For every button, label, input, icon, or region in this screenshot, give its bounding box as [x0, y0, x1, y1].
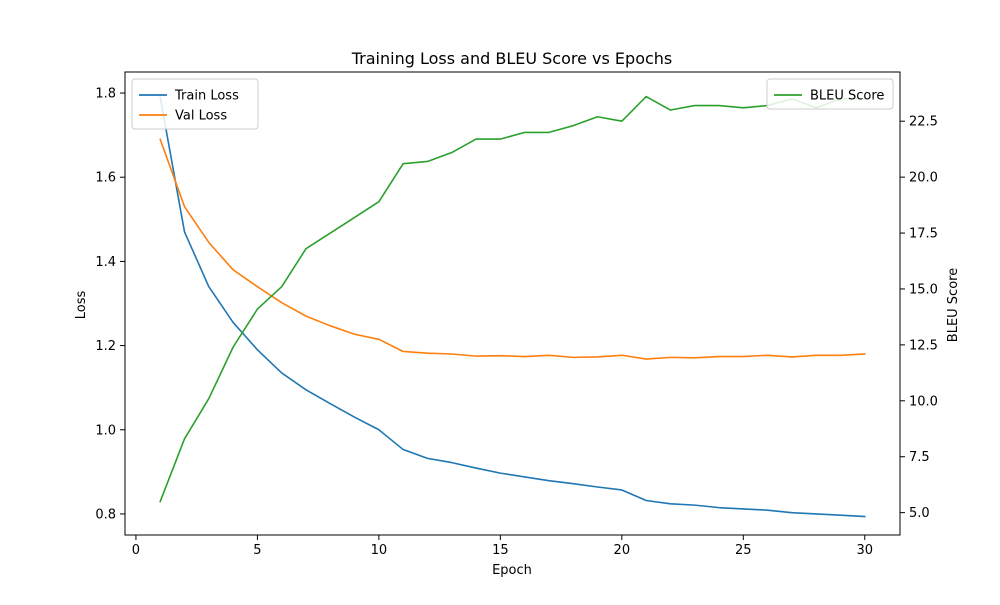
x-tick-label: 30	[856, 543, 873, 558]
series-layer	[159, 95, 866, 518]
legend-box	[766, 78, 894, 110]
x-tick-label: 5	[253, 543, 261, 558]
legend-label: Train Loss	[174, 89, 239, 104]
x-axis-label: Epoch	[492, 563, 532, 578]
y-tick-label-right: 22.5	[909, 115, 938, 130]
x-tick-label: 25	[735, 543, 752, 558]
x-tick-label: 0	[132, 543, 140, 558]
y-tick-label-left: 1.0	[95, 423, 116, 438]
plot-frame	[124, 71, 901, 536]
y-tick-label-right: 17.5	[909, 227, 938, 242]
y-tick-label-right: 10.0	[909, 394, 938, 409]
chart-title: Training Loss and BLEU Score vs Epochs	[351, 49, 673, 68]
y-tick-label-right: 5.0	[909, 506, 930, 521]
y-tick-label-left: 1.8	[95, 87, 116, 102]
legend-left: Train Loss Val Loss	[131, 78, 259, 130]
y-tick-label-right: 20.0	[909, 171, 938, 186]
series-line-bleu-score	[159, 95, 866, 503]
legend-box	[131, 78, 259, 130]
y-tick-label-left: 1.4	[95, 255, 116, 270]
plot-area	[125, 72, 900, 535]
y-tick-label-right: 7.5	[909, 450, 930, 465]
y-tick-label-left: 1.6	[95, 171, 116, 186]
series-line-val-loss	[159, 138, 866, 360]
x-tick-label: 15	[492, 543, 509, 558]
x-tick-label: 10	[371, 543, 388, 558]
y-tick-label-left: 1.2	[95, 339, 116, 354]
series-line-train-loss	[159, 96, 866, 518]
y-tick-label-left: 0.8	[95, 507, 116, 522]
legend-label: Val Loss	[175, 109, 227, 124]
y-tick-label-right: 12.5	[909, 338, 938, 353]
axes-layer: 0 5 10 15 20 25 30 0.8 1.0 1.2 1.4 1.6 1.8 5.0 7.5 10.0…	[95, 71, 938, 558]
legend-label: BLEU Score	[810, 89, 884, 104]
legend-right: BLEU Score	[766, 78, 894, 110]
y-tick-label-right: 15.0	[909, 282, 938, 297]
y-axis-label-left: Loss	[74, 291, 89, 320]
plot-background	[125, 72, 900, 535]
y-axis-label-right: BLEU Score	[946, 268, 961, 342]
x-tick-label: 20	[614, 543, 631, 558]
